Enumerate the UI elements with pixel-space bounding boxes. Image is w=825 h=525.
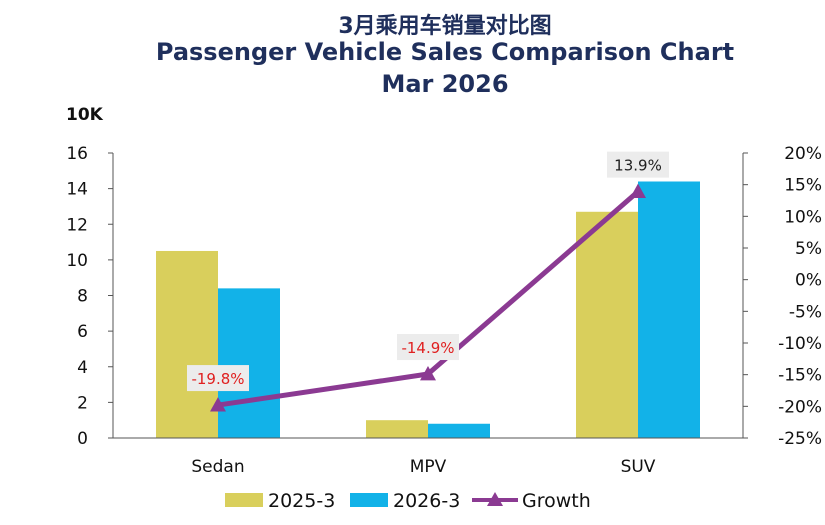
growth-label-box bbox=[397, 334, 459, 361]
growth-data-label: 13.9% bbox=[614, 157, 662, 175]
bar-2026-3-Sedan bbox=[218, 288, 280, 438]
growth-marker-MPV bbox=[420, 366, 436, 381]
y2-tick-label: -10% bbox=[778, 334, 822, 354]
y-tick-label: 16 bbox=[66, 144, 88, 164]
chart-title-chinese: 3月乘用车销量对比图 bbox=[338, 14, 552, 39]
x-category-label: SUV bbox=[621, 457, 656, 477]
y2-tick-label: -5% bbox=[789, 302, 822, 322]
growth-data-label: -14.9% bbox=[401, 339, 454, 357]
legend-label-growth: Growth bbox=[522, 490, 591, 512]
y2-tick-label: 15% bbox=[784, 176, 822, 196]
growth-marker-Sedan bbox=[210, 397, 226, 412]
y2-tick-label: -15% bbox=[778, 366, 822, 386]
legend-marker-growth bbox=[487, 492, 503, 506]
y-tick-label: 6 bbox=[77, 322, 88, 342]
legend-swatch-2026-3 bbox=[350, 493, 388, 507]
y-tick-label: 2 bbox=[77, 393, 88, 413]
x-category-label: Sedan bbox=[191, 457, 244, 477]
legend-label-2025-3: 2025-3 bbox=[268, 490, 335, 512]
y-tick-label: 14 bbox=[66, 180, 88, 200]
x-category-label: MPV bbox=[410, 457, 447, 477]
growth-label-box bbox=[607, 151, 669, 178]
growth-data-label: -19.8% bbox=[191, 370, 244, 388]
y2-tick-label: 5% bbox=[795, 239, 822, 259]
y2-tick-label: 0% bbox=[795, 271, 822, 291]
y2-tick-label: 20% bbox=[784, 144, 822, 164]
growth-label-box bbox=[187, 365, 249, 392]
bar-2025-3-MPV bbox=[366, 420, 428, 438]
y2-tick-label: 10% bbox=[784, 207, 822, 227]
bar-2026-3-MPV bbox=[428, 423, 490, 438]
legend-label-2026-3: 2026-3 bbox=[393, 490, 460, 512]
y-axis-unit-label: 10K bbox=[66, 105, 104, 125]
y-tick-label: 8 bbox=[77, 287, 88, 307]
bar-2025-3-Sedan bbox=[156, 250, 218, 438]
y-tick-label: 0 bbox=[77, 429, 88, 449]
y-tick-label: 10 bbox=[66, 251, 88, 271]
growth-marker-SUV bbox=[630, 183, 646, 199]
bar-2026-3-SUV bbox=[638, 181, 700, 438]
bar-2025-3-SUV bbox=[576, 211, 638, 438]
chart-subtitle: Mar 2026 bbox=[381, 70, 509, 98]
chart-title: Passenger Vehicle Sales Comparison Chart bbox=[155, 38, 735, 66]
legend-swatch-2025-3 bbox=[225, 493, 263, 507]
y-tick-label: 4 bbox=[77, 358, 88, 378]
y2-tick-label: -20% bbox=[778, 397, 822, 417]
y2-tick-label: -25% bbox=[778, 429, 822, 449]
y-tick-label: 12 bbox=[66, 215, 88, 235]
